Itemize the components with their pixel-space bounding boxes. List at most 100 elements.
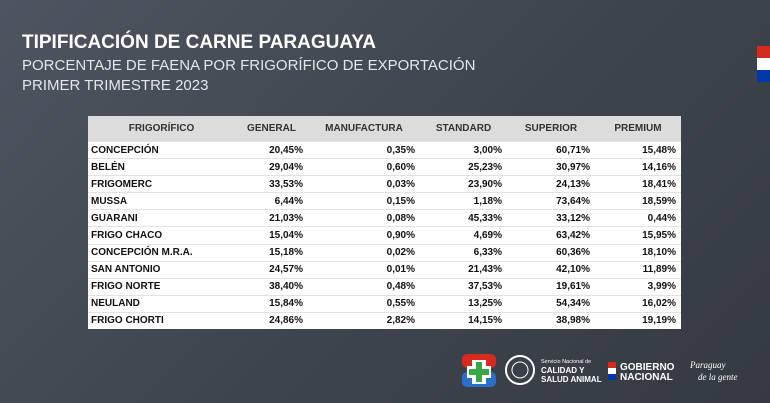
column-header: STANDARD: [435, 123, 492, 134]
column-header: PREMIUM: [614, 123, 662, 134]
table-cell: 2,82%: [386, 315, 415, 327]
table-cell: 20,45%: [269, 144, 303, 156]
row-label: FRIGOMERC: [91, 178, 153, 190]
table-cell: 0,03%: [386, 178, 415, 190]
seal: [505, 355, 535, 385]
table-cell: 11,89%: [642, 264, 676, 276]
column-header: SUPERIOR: [524, 123, 578, 134]
column-header: MANUFACTURA: [325, 123, 403, 134]
table-cell: 14,16%: [642, 161, 676, 173]
table-cell: 25,23%: [468, 161, 502, 173]
row-label: FRIGO NORTE: [91, 281, 161, 293]
table-row: FRIGO CHORTI 24,86% 2,82% 14,15% 38,98% 19,19…: [88, 311, 681, 329]
table-row: SAN ANTONIO 24,57% 0,01% 21,43% 42,10% 11,89%: [88, 260, 681, 278]
footer-text: Paraguay: [690, 360, 726, 370]
table-cell: 6,33%: [473, 247, 502, 259]
table-row: CONCEPCIÓN M.R.A. 15,18% 0,02% 6,33% 60,36% 1…: [88, 243, 681, 261]
table-cell: 23,90%: [468, 178, 502, 190]
table-cell: 3,99%: [647, 281, 676, 293]
row-label: NEULAND: [91, 298, 140, 310]
table-row: FRIGOMERC 33,53% 0,03% 23,90% 24,13% 18,41%: [88, 175, 681, 192]
table-row: GUARANI 21,03% 0,08% 45,33% 33,12% 0,44%: [88, 209, 681, 226]
table-cell: 60,71%: [556, 144, 590, 156]
row-label: MUSSA: [91, 195, 128, 207]
table-cell: 0,55%: [386, 298, 415, 310]
table-cell: 33,12%: [556, 212, 590, 224]
footer-text: Servicio Nacional de: [541, 359, 592, 365]
table-cell: 19,19%: [642, 315, 676, 327]
table-cell: 15,95%: [642, 230, 676, 242]
table-cell: 0,15%: [386, 195, 415, 207]
row-label: CONCEPCIÓN M.R.A.: [91, 247, 193, 259]
header-row: FRIGORÍFICO GENERAL MANUFACTURA STANDARD SUP…: [88, 116, 681, 141]
flag: [757, 46, 770, 82]
table-cell: 24,57%: [269, 264, 303, 276]
footer-text: CALIDAD Y: [541, 366, 585, 375]
table-cell: 60,36%: [556, 247, 590, 259]
column-header: FRIGORÍFICO: [128, 123, 195, 134]
table-row: MUSSA 6,44% 0,15% 1,18% 73,64% 18,59%: [88, 192, 681, 209]
table-row: FRIGO NORTE 38,40% 0,48% 37,53% 19,61% 3,99%: [88, 277, 681, 295]
table-cell: 33,53%: [269, 178, 303, 190]
table-cell: 0,02%: [386, 247, 415, 259]
table-row: NEULAND 15,84% 0,55% 13,25% 54,34% 16,02%: [88, 294, 681, 312]
table-cell: 38,40%: [269, 281, 303, 293]
table-cell: 24,13%: [556, 178, 590, 190]
table-cell: 18,41%: [642, 178, 676, 190]
table-cell: 30,97%: [556, 161, 590, 173]
table-row: BELÉN 29,04% 0,60% 25,23% 30,97% 14,16%: [88, 158, 681, 175]
table-cell: 21,03%: [269, 212, 303, 224]
table-cell: 6,44%: [274, 195, 303, 207]
table-cell: 0,90%: [386, 230, 415, 242]
table-row: CONCEPCIÓN 20,45% 0,35% 3,00% 60,71% 15,48%: [88, 141, 681, 158]
row-label: CONCEPCIÓN: [91, 144, 159, 156]
table-cell: 0,60%: [386, 161, 415, 173]
table-cell: 0,44%: [647, 212, 676, 224]
table-cell: 16,02%: [642, 298, 676, 310]
row-label: GUARANI: [91, 212, 138, 224]
table-cell: 15,04%: [269, 230, 303, 242]
senacsa-logo: [462, 354, 496, 387]
table-cell: 0,48%: [386, 281, 415, 293]
footer-text: SALUD ANIMAL: [541, 375, 602, 384]
table-cell: 29,04%: [269, 161, 303, 173]
table-cell: 19,61%: [556, 281, 590, 293]
subtitle: PORCENTAJE DE FAENA POR FRIGORÍFICO DE E…: [22, 57, 476, 74]
subtitle: PRIMER TRIMESTRE 2023: [22, 77, 209, 94]
table-cell: 18,10%: [642, 247, 676, 259]
gov-mark: [608, 362, 616, 380]
table-cell: 73,64%: [556, 195, 590, 207]
table-cell: 37,53%: [468, 281, 502, 293]
table-cell: 21,43%: [468, 264, 502, 276]
row-label: FRIGO CHACO: [91, 230, 163, 242]
footer-text: GOBIERNO: [620, 362, 675, 373]
table-cell: 13,25%: [468, 298, 502, 310]
row-label: SAN ANTONIO: [91, 264, 161, 276]
table-cell: 15,84%: [269, 298, 303, 310]
table-cell: 18,59%: [642, 195, 676, 207]
table-cell: 45,33%: [468, 212, 502, 224]
table-cell: 63,42%: [556, 230, 590, 242]
footer-text: NACIONAL: [620, 372, 673, 383]
table-cell: 0,01%: [386, 264, 415, 276]
title: TIPIFICACIÓN DE CARNE PARAGUAYA: [22, 32, 377, 53]
table-cell: 15,48%: [642, 144, 676, 156]
table-cell: 24,86%: [269, 315, 303, 327]
table-cell: 42,10%: [556, 264, 590, 276]
table-cell: 15,18%: [269, 247, 303, 259]
table-cell: 38,98%: [556, 315, 590, 327]
column-header: GENERAL: [247, 123, 296, 134]
footer-text: de la gente: [698, 372, 738, 382]
table-cell: 0,35%: [386, 144, 415, 156]
table: FRIGORÍFICO GENERAL MANUFACTURA STANDARD SUP…: [88, 116, 681, 330]
row-label: BELÉN: [91, 161, 125, 173]
table-row: FRIGO CHACO 15,04% 0,90% 4,69% 63,42% 15,95%: [88, 226, 681, 243]
table-cell: 3,00%: [473, 144, 502, 156]
row-label: FRIGO CHORTI: [91, 315, 164, 327]
table-cell: 0,08%: [386, 212, 415, 224]
table-cell: 1,18%: [473, 195, 502, 207]
table-cell: 14,15%: [468, 315, 502, 327]
table-cell: 54,34%: [556, 298, 590, 310]
table-cell: 4,69%: [473, 230, 502, 242]
